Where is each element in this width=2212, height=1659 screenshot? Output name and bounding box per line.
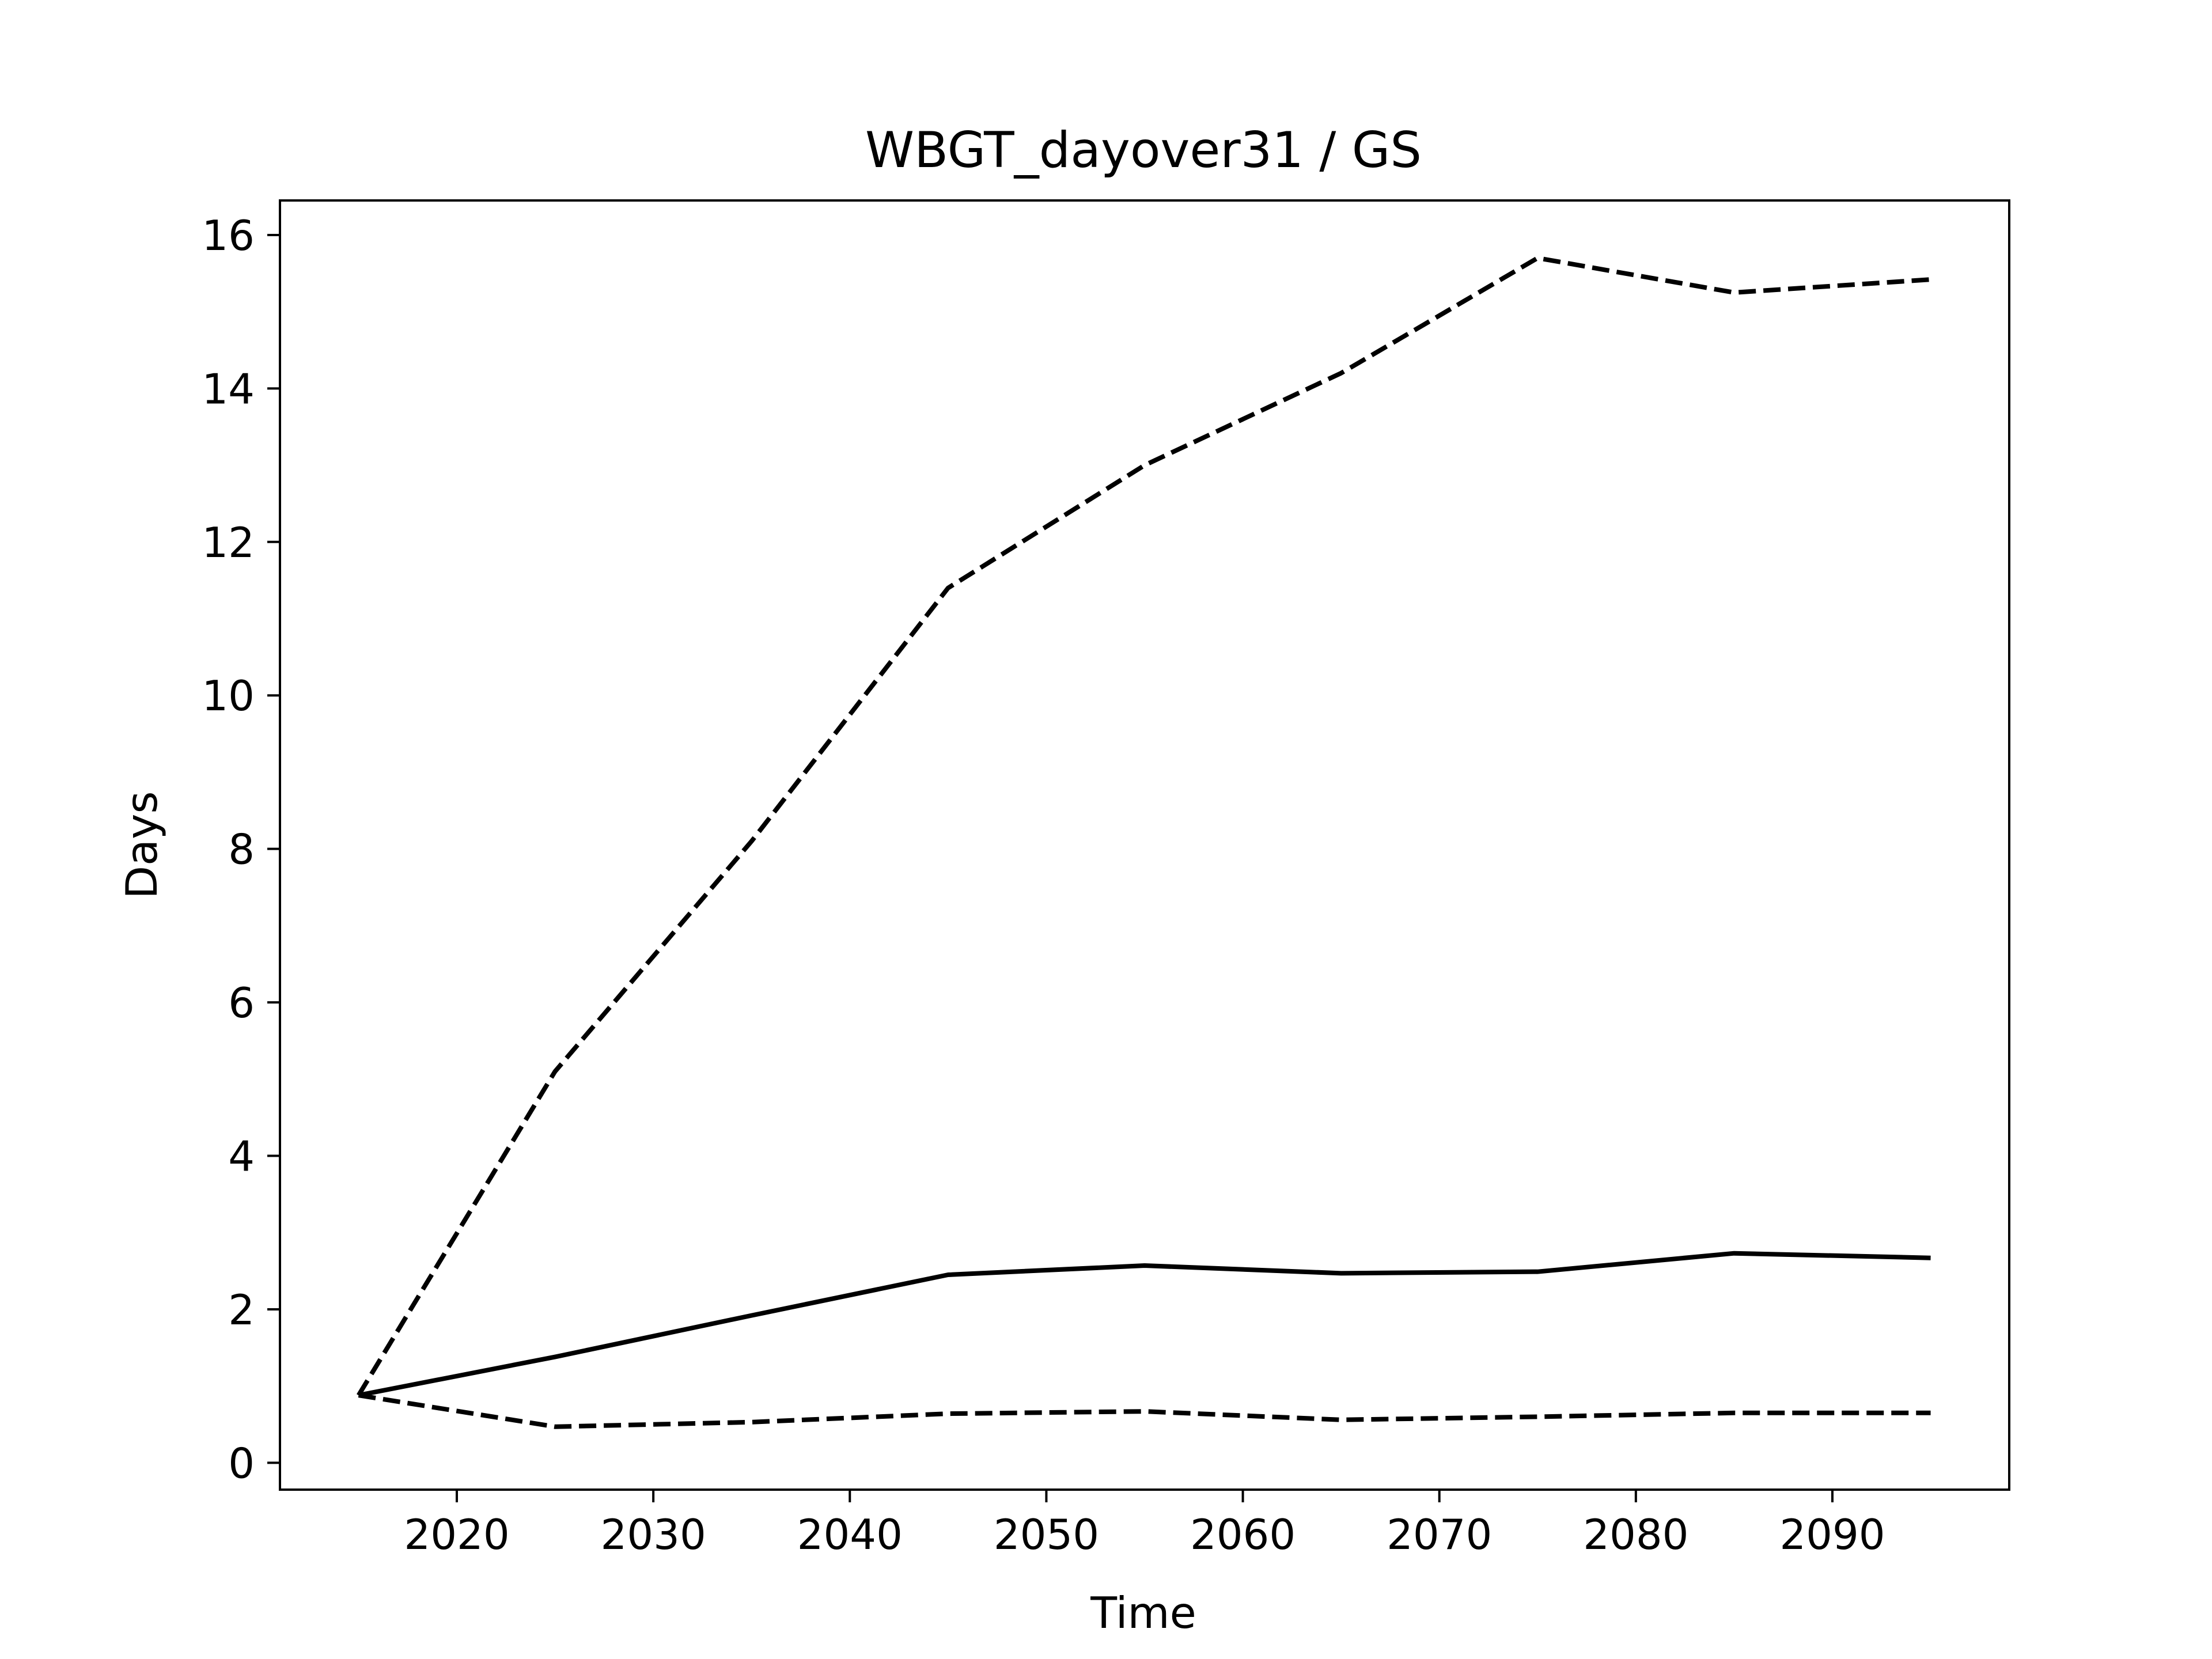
y-tick-label: 2	[228, 1286, 255, 1334]
y-tick-label: 14	[202, 365, 255, 413]
x-tick-label: 2090	[1779, 1510, 1885, 1559]
y-tick-label: 0	[228, 1439, 255, 1487]
x-tick-label: 2060	[1190, 1510, 1296, 1559]
x-tick-label: 2080	[1583, 1510, 1688, 1559]
solid-series-line-1	[358, 1251, 1931, 1398]
y-tick-label: 4	[228, 1132, 255, 1181]
plot-area	[357, 255, 1931, 1429]
x-tick-label: 2040	[797, 1510, 903, 1559]
y-tick-label: 8	[228, 825, 255, 874]
x-tick-label: 2020	[404, 1510, 509, 1559]
y-tick-label: 10	[202, 672, 255, 720]
y-tick-label: 6	[228, 979, 255, 1027]
plot-frame	[279, 199, 2010, 1491]
x-axis-label: Time	[1090, 1588, 1196, 1638]
axis-ticks: 2020 2030 2040 2050 2060 2070 2080 2090 0 2 4 6 8 10 1…	[202, 211, 1885, 1559]
x-tick-label: 2070	[1387, 1510, 1492, 1559]
y-tick-label: 12	[202, 518, 255, 567]
dashed-series-line-2	[357, 255, 1931, 1397]
y-tick-label: 16	[202, 211, 255, 260]
x-tick-label: 2050	[994, 1510, 1099, 1559]
y-axis-label: Days	[116, 791, 167, 899]
chart-title: WBGT_dayover31 / GS	[865, 122, 1422, 179]
dashed-series-line-3	[358, 1393, 1931, 1429]
x-tick-label: 2030	[601, 1510, 706, 1559]
